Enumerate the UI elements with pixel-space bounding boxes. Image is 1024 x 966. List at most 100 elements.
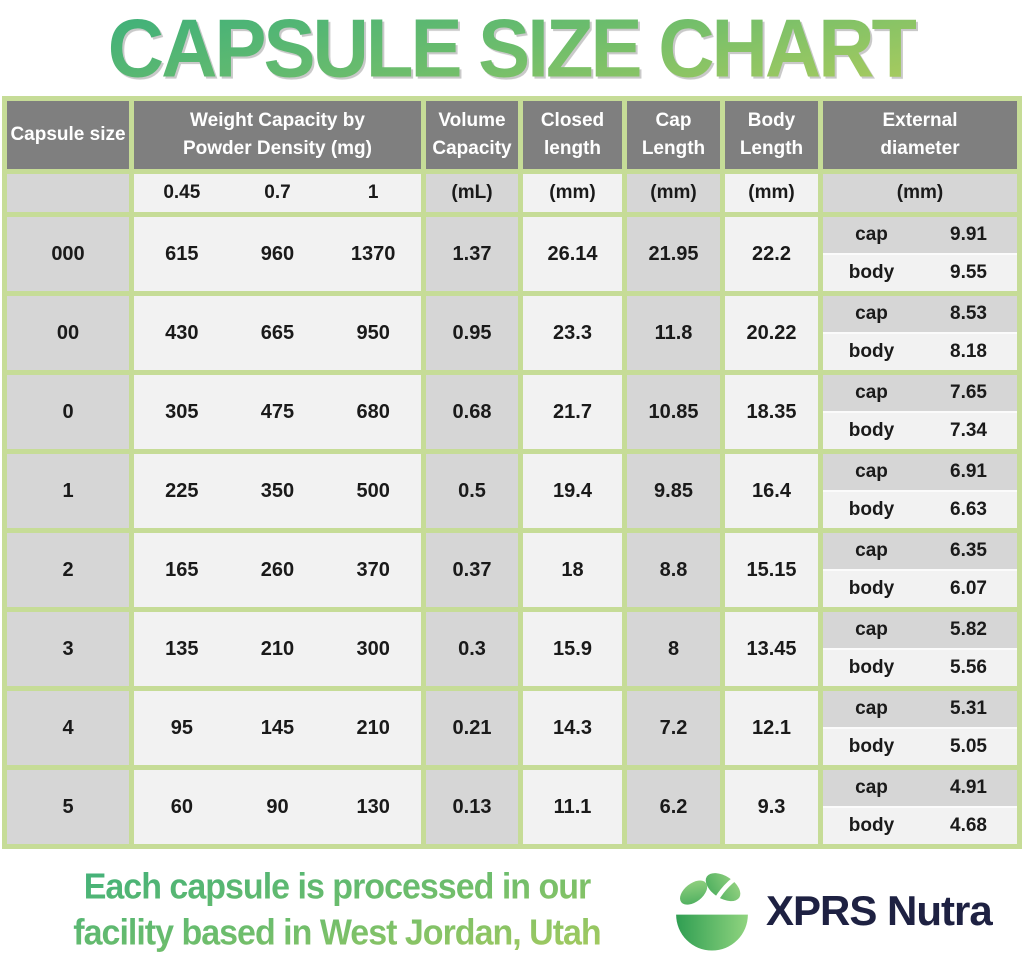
cap-label: cap [855,461,888,482]
units-row: 0.45 0.7 1 (mL) (mm) (mm) (mm) (mm) [7,174,1017,212]
cap-label: cap [855,777,888,798]
cap-diameter-value: 4.91 [950,777,987,798]
weight-1: 950 [356,321,390,344]
cap-diameter-value: 5.31 [950,698,987,719]
body-diameter-value: 5.05 [950,736,987,757]
body-diameter-band: body 9.55 [823,255,1017,291]
body-length-cell: 15.15 [725,533,818,607]
weight-045: 225 [165,479,199,502]
weight-045: 430 [165,321,199,344]
table-row: 00 430 665 950 0.95 23.3 11.8 20.22 [7,296,1017,370]
body-diameter-value: 8.18 [950,341,987,362]
weight-045: 135 [165,637,199,660]
body-diameter-value: 4.68 [950,815,987,836]
weight-capacity-cell: 60 90 130 [134,770,421,844]
page-title: CAPSULE SIZE CHART [108,0,919,96]
weight-07: 260 [260,558,295,581]
footer-line-2: facility based in West Jordan, Utah [73,913,601,953]
header-line: Cap [655,110,692,132]
header-line: External [882,110,958,132]
body-diameter-band: body 5.05 [823,729,1017,765]
header-row: Capsule size Weight Capacity by Powder D… [7,101,1017,169]
cap-length-cell: 8 [627,612,720,686]
body-length-cell: 13.45 [725,612,818,686]
weight-045: 60 [170,795,193,818]
cap-label: cap [855,382,888,403]
weight-07: 665 [260,321,295,344]
weight-1: 500 [356,479,390,502]
body-label: body [848,341,895,362]
external-diameter-cell: cap 5.31 body 5.05 [823,691,1017,765]
cap-diameter-value: 5.82 [950,619,987,640]
weight-capacity-cell: 430 665 950 [134,296,421,370]
external-diameter-cell: cap 5.82 body 5.56 [823,612,1017,686]
table-row: 5 60 90 130 0.13 11.1 6.2 9.3 [7,770,1017,844]
body-label: body [848,657,895,678]
weight-1: 1370 [350,242,396,265]
closed-length-cell: 19.4 [523,454,622,528]
col-header-cap-length: Cap Length [627,101,720,169]
cap-length-cell: 9.85 [627,454,720,528]
body-diameter-value: 7.34 [950,420,987,441]
external-diameter-cell: cap 4.91 body 4.68 [823,770,1017,844]
cap-diameter-value: 7.65 [950,382,987,403]
table-row: 4 95 145 210 0.21 14.3 7.2 12.1 [7,691,1017,765]
units-closed: (mm) [523,174,622,212]
closed-length-cell: 15.9 [523,612,622,686]
body-diameter-value: 5.56 [950,657,987,678]
body-label: body [848,420,895,441]
volume-capacity-cell: 0.95 [426,296,518,370]
cap-diameter-band: cap 5.31 [823,691,1017,727]
density-value: 0.45 [163,182,201,203]
body-diameter-value: 6.63 [950,499,987,520]
weight-capacity-cell: 305 475 680 [134,375,421,449]
body-length-cell: 12.1 [725,691,818,765]
body-length-cell: 9.3 [725,770,818,844]
weight-capacity-cell: 135 210 300 [134,612,421,686]
cap-diameter-band: cap 9.91 [823,217,1017,253]
table-row: 000 615 960 1370 1.37 26.14 21.95 22.2 [7,217,1017,291]
header-line: Length [739,138,804,159]
external-diameter-cell: cap 7.65 body 7.34 [823,375,1017,449]
weight-capacity-cell: 615 960 1370 [134,217,421,291]
header-line: Volume [438,110,506,132]
closed-length-cell: 18 [523,533,622,607]
col-header-closed-length: Closed length [523,101,622,169]
cap-length-cell: 6.2 [627,770,720,844]
cap-label: cap [855,619,888,640]
density-value: 0.7 [264,182,291,203]
weight-1: 130 [356,795,390,818]
external-diameter-cell: cap 9.91 body 9.55 [823,217,1017,291]
cap-diameter-band: cap 8.53 [823,296,1017,332]
leaf-left [680,880,708,905]
volume-capacity-cell: 0.13 [426,770,518,844]
col-header-weight-capacity: Weight Capacity by Powder Density (mg) [134,101,421,169]
footer: Each capsule is processed in our facilit… [0,849,1024,957]
capsule-size-cell: 1 [7,454,129,528]
cap-length-cell: 8.8 [627,533,720,607]
weight-1: 300 [356,637,390,660]
weight-1: 210 [356,716,390,739]
header-line: length [544,138,601,159]
volume-capacity-cell: 0.37 [426,533,518,607]
cap-diameter-band: cap 6.35 [823,533,1017,569]
body-label: body [848,499,895,520]
weight-045: 305 [165,400,199,423]
header-line: Closed [540,110,605,132]
cap-diameter-band: cap 4.91 [823,770,1017,806]
capsule-size-cell: 4 [7,691,129,765]
external-diameter-cell: cap 6.91 body 6.63 [823,454,1017,528]
col-header-volume-capacity: Volume Capacity [426,101,518,169]
units-capsule-size-empty [7,174,129,212]
volume-capacity-cell: 0.68 [426,375,518,449]
weight-07: 90 [266,795,289,818]
body-diameter-value: 6.07 [950,578,987,599]
weight-1: 370 [356,558,390,581]
volume-capacity-cell: 0.3 [426,612,518,686]
body-label: body [848,736,895,757]
table-row: 3 135 210 300 0.3 15.9 8 13.45 [7,612,1017,686]
cap-label: cap [855,224,888,245]
weight-045: 615 [165,242,199,265]
cap-label: cap [855,698,888,719]
table-row: 0 305 475 680 0.68 21.7 10.85 18.35 [7,375,1017,449]
